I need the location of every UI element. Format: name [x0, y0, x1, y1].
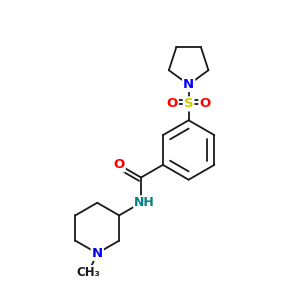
- Text: N: N: [92, 247, 103, 260]
- Text: O: O: [167, 98, 178, 110]
- Text: O: O: [200, 98, 211, 110]
- Text: N: N: [183, 78, 194, 91]
- Text: CH₃: CH₃: [76, 266, 100, 279]
- Text: S: S: [184, 98, 194, 110]
- Text: O: O: [113, 158, 125, 171]
- Text: NH: NH: [134, 196, 155, 209]
